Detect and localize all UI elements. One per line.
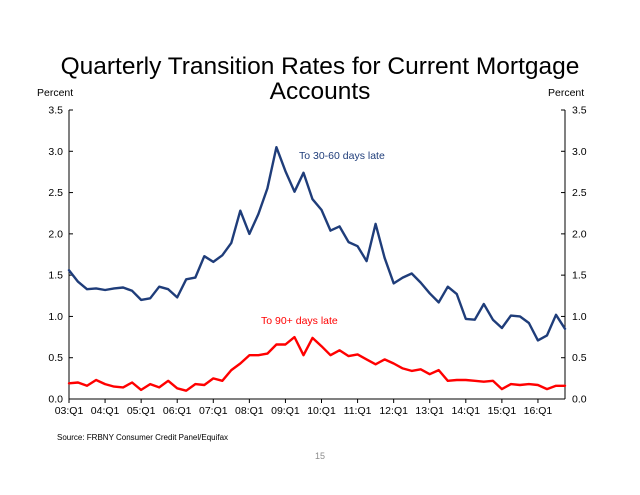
x-tick-label: 03:Q1: [55, 405, 84, 417]
x-tick-label: 04:Q1: [91, 405, 120, 417]
y-tick-label-left: 2.0: [48, 228, 63, 240]
page-number: 15: [314, 451, 325, 461]
x-tick-label: 11:Q1: [344, 405, 372, 417]
y-tick-label-right: 1.0: [572, 311, 587, 323]
y-tick-label-left: 3.5: [48, 105, 63, 117]
x-tick-label: 07:Q1: [199, 405, 228, 417]
series-line-30-60-days: [67, 145, 567, 342]
left-axis-unit-label: Percent: [37, 87, 74, 99]
y-tick-label-right: 2.0: [572, 228, 587, 240]
chart-title-line-2: Accounts: [269, 78, 371, 105]
series-line-90-plus-days: [67, 335, 567, 392]
y-tick-label-left: 2.5: [48, 187, 63, 199]
x-tick-label: 09:Q1: [271, 405, 300, 417]
y-tick-label-left: 0.0: [48, 394, 63, 406]
y-tick-label-left: 3.0: [48, 146, 63, 158]
x-tick-label: 06:Q1: [163, 405, 192, 417]
y-tick-label-right: 3.0: [572, 146, 587, 158]
right-axis-unit-label: Percent: [548, 87, 585, 99]
y-tick-label-right: 1.5: [572, 270, 587, 282]
y-tick-label-left: 1.5: [48, 270, 63, 282]
x-tick-label: 05:Q1: [127, 405, 156, 417]
series-annotation-90-plus-days: To 90+ days late: [261, 315, 338, 327]
y-tick-label-left: 1.0: [48, 311, 63, 323]
x-tick-label: 14:Q1: [451, 405, 480, 417]
x-tick-label: 15:Q1: [488, 405, 517, 417]
y-tick-label-right: 3.5: [572, 105, 587, 117]
y-tick-label-right: 0.0: [572, 394, 587, 406]
y-tick-label-right: 2.5: [572, 187, 587, 199]
y-tick-label-right: 0.5: [572, 352, 587, 364]
chart-title-line-1: Quarterly Transition Rates for Current M…: [60, 53, 580, 80]
series-annotation-30-60-days: To 30-60 days late: [299, 150, 385, 162]
x-tick-label: 13:Q1: [415, 405, 444, 417]
y-tick-label-left: 0.5: [48, 352, 63, 364]
x-tick-label: 16:Q1: [524, 405, 553, 417]
x-tick-label: 10:Q1: [307, 405, 336, 417]
source-note: Source: FRBNY Consumer Credit Panel/Equi…: [57, 433, 229, 442]
x-tick-label: 12:Q1: [379, 405, 408, 417]
x-tick-label: 08:Q1: [235, 405, 264, 417]
